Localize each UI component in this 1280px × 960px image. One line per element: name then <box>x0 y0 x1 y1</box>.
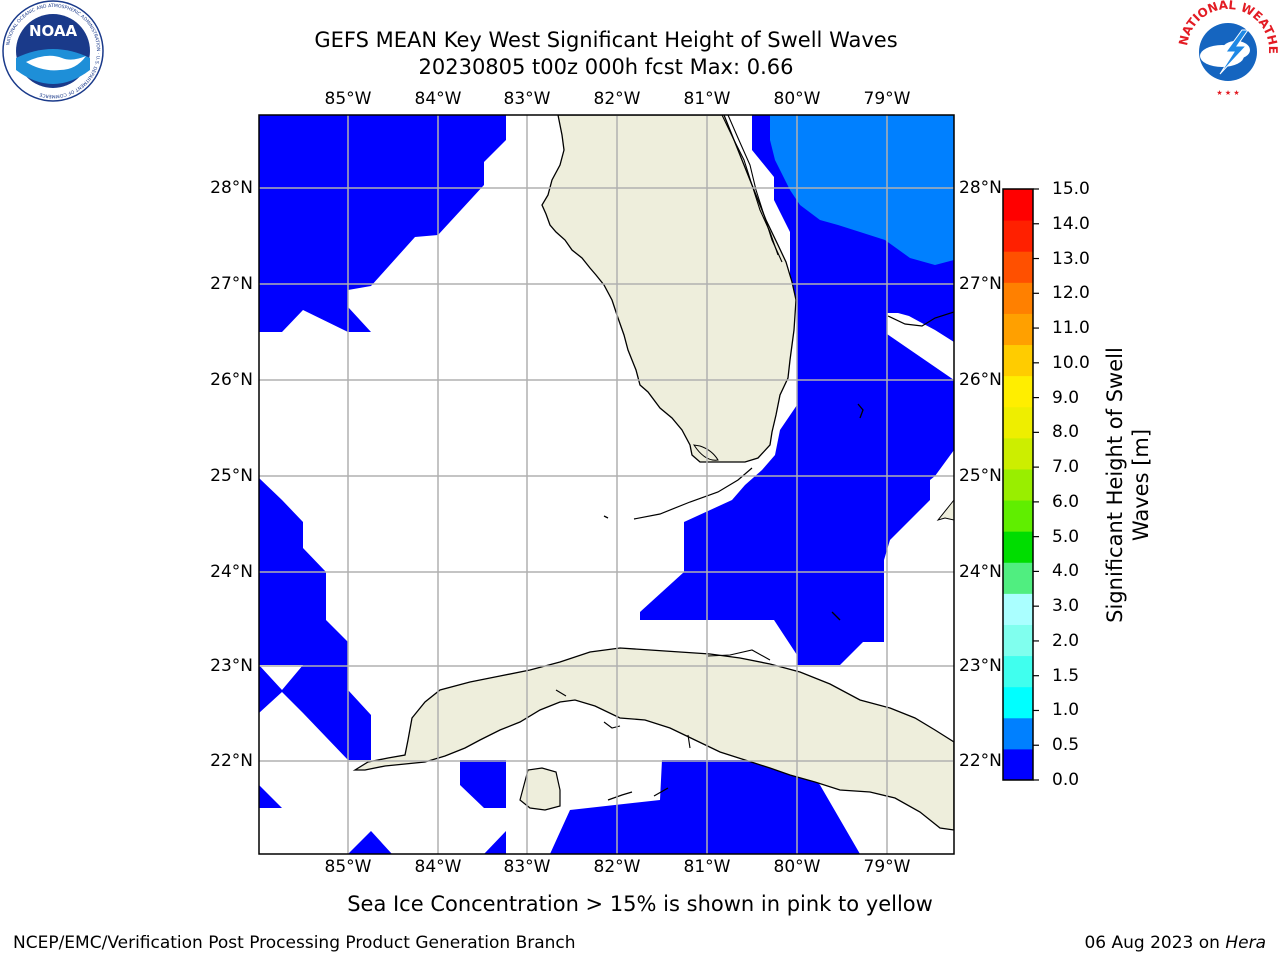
lon-label-bottom: 82°W <box>593 857 641 877</box>
colorbar-segment <box>1003 531 1033 563</box>
colorbar-label: Significant Height of Swell Waves [m] <box>1103 347 1153 623</box>
colorbar-tick-label: 10.0 <box>1052 352 1090 373</box>
colorbar-segment <box>1003 748 1033 781</box>
florida-land <box>541 115 797 463</box>
colorbar-tick-label: 15.0 <box>1052 179 1090 199</box>
colorbar-segment <box>1003 655 1033 688</box>
lat-label-left: 24°N <box>210 562 253 582</box>
noaa-logo: NOAA NATIONAL OCEANIC AND ATMOSPHERIC AD… <box>2 0 104 102</box>
nws-logo: NATIONAL WEATHER SERVICE ★ ★ ★ <box>1176 0 1280 98</box>
lat-label-right: 27°N <box>959 274 1002 294</box>
lat-label-left: 28°N <box>210 178 253 198</box>
credit-text: NCEP/EMC/Verification Post Processing Pr… <box>13 933 576 953</box>
colorbar-segment <box>1003 375 1033 408</box>
sea-ice-footnote: Sea Ice Concentration > 15% is shown in … <box>347 892 933 916</box>
colorbar-tick-label: 4.0 <box>1052 561 1080 582</box>
lon-label-bottom: 85°W <box>324 857 372 877</box>
lon-label-top: 85°W <box>324 89 372 109</box>
colorbar-tick-label: 5.0 <box>1052 526 1080 547</box>
colorbar-tick-label: 11.0 <box>1052 318 1090 339</box>
plot-date-text: 06 Aug 2023 on <box>1084 933 1220 953</box>
lat-label-right: 24°N <box>959 562 1002 582</box>
colorbar-segment <box>1003 686 1033 719</box>
colorbar-segment <box>1003 624 1033 657</box>
colorbar-tick-label: 8.0 <box>1052 422 1080 443</box>
colorbar-segment <box>1003 406 1033 439</box>
colorbar-tick-label: 9.0 <box>1052 387 1080 408</box>
colorbar-tick-label: 0.5 <box>1052 735 1080 756</box>
lat-label-left: 27°N <box>210 274 253 294</box>
colorbar-tick-label: 14.0 <box>1052 213 1090 234</box>
colorbar-frame <box>1002 188 1034 781</box>
lon-label-top: 80°W <box>773 89 821 109</box>
colorbar-segment <box>1003 437 1033 470</box>
lon-label-bottom: 84°W <box>414 857 462 877</box>
colorbar-tick-label: 6.0 <box>1052 491 1080 512</box>
colorbar-tick-label: 3.0 <box>1052 596 1080 617</box>
colorbar-segment <box>1003 344 1033 377</box>
noaa-logo-text: NOAA <box>29 22 78 40</box>
cuba-land <box>352 647 954 831</box>
lat-label-right: 26°N <box>959 370 1002 390</box>
colorbar-tick-label: 12.0 <box>1052 283 1090 304</box>
lat-label-left: 26°N <box>210 370 253 390</box>
map-frame <box>258 114 955 855</box>
plot-date: 06 Aug 2023 on Hera <box>1084 933 1266 953</box>
colorbar-segment <box>1003 593 1033 625</box>
lon-label-bottom: 81°W <box>683 857 731 877</box>
lat-label-right: 22°N <box>959 751 1002 771</box>
colorbar-segment <box>1003 313 1033 346</box>
machine-name: Hera <box>1225 933 1266 953</box>
colorbar-tick-label: 7.0 <box>1052 457 1080 478</box>
colorbar-segment <box>1003 717 1033 750</box>
lat-label-right: 25°N <box>959 466 1002 486</box>
lon-label-top: 81°W <box>683 89 731 109</box>
colorbar-segment <box>1003 282 1033 314</box>
colorbar-segment <box>1003 468 1033 501</box>
lat-label-left: 22°N <box>210 751 253 771</box>
swell-shading-0.5-1.0m <box>770 115 954 265</box>
colorbar-segment <box>1003 189 1033 221</box>
colorbar <box>1002 188 1039 781</box>
lon-label-top: 83°W <box>503 89 551 109</box>
colorbar-tick-label: 0.0 <box>1052 770 1080 790</box>
lon-label-top: 79°W <box>863 89 911 109</box>
map-gridlines <box>259 115 954 854</box>
lon-label-bottom: 83°W <box>503 857 551 877</box>
lat-label-left: 25°N <box>210 466 253 486</box>
colorbar-tick-label: 1.0 <box>1052 700 1080 721</box>
lat-label-right: 28°N <box>959 178 1002 198</box>
colorbar-segment <box>1003 562 1033 594</box>
lon-label-bottom: 79°W <box>863 857 911 877</box>
lat-label-left: 23°N <box>210 656 253 676</box>
colorbar-segment <box>1003 500 1033 532</box>
map-subtitle: 20230805 t00z 000h fcst Max: 0.66 <box>418 55 794 79</box>
colorbar-segment <box>1003 251 1033 283</box>
colorbar-segment <box>1003 220 1033 252</box>
colorbar-tick-label: 13.0 <box>1052 248 1090 269</box>
svg-text:★ ★ ★: ★ ★ ★ <box>1216 89 1239 97</box>
colorbar-tick-label: 1.5 <box>1052 665 1080 686</box>
lon-label-bottom: 80°W <box>773 857 821 877</box>
lat-label-right: 23°N <box>959 656 1002 676</box>
lon-label-top: 82°W <box>593 89 641 109</box>
map-title: GEFS MEAN Key West Significant Height of… <box>314 28 898 52</box>
lon-label-top: 84°W <box>414 89 462 109</box>
colorbar-tick-label: 2.0 <box>1052 630 1080 651</box>
